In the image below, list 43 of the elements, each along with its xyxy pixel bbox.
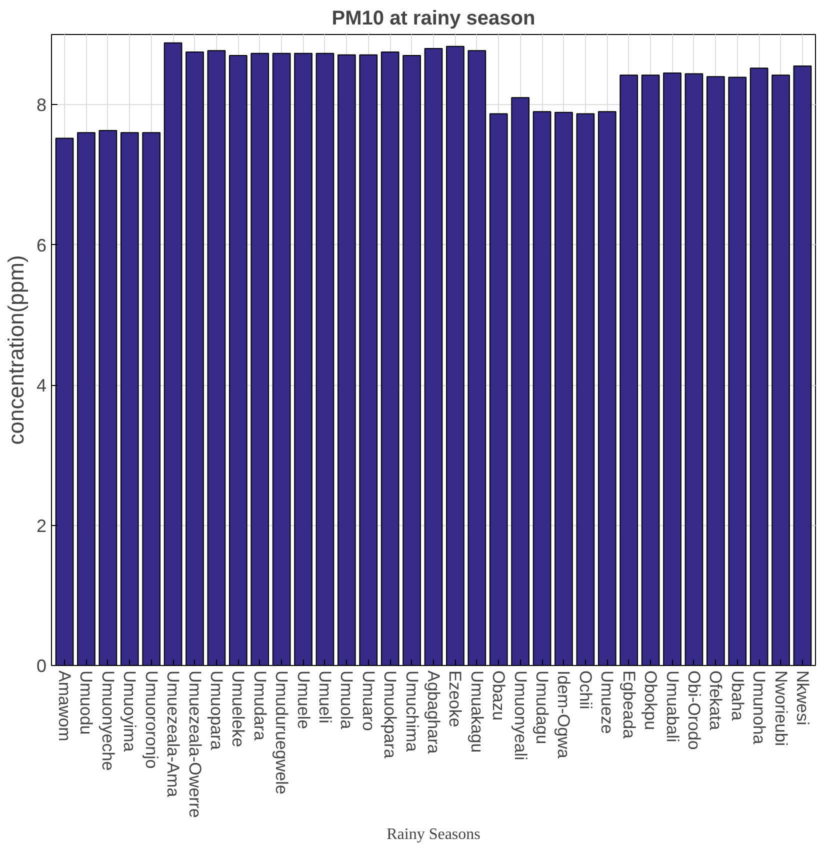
x-tick-label: Umuezeala-Owerre [185, 670, 204, 818]
x-tick-label: Umudagu [532, 670, 552, 744]
x-tick-label: Ochii [576, 670, 595, 710]
y-tick-label: 0 [36, 656, 47, 676]
x-tick-label: Nworieubi [771, 670, 790, 746]
x-tick-label: Umuele [294, 670, 313, 730]
x-tick-label: Egbeada [619, 670, 638, 740]
y-tick-label: 8 [36, 95, 47, 116]
x-tick-label: Obokpu [641, 670, 660, 730]
y-tick-label: 6 [36, 235, 47, 256]
x-tick-label: Umuakagu [467, 670, 486, 753]
chart-title: PM10 at rainy season [332, 8, 536, 30]
x-tick-label: Umuabali [662, 670, 682, 742]
x-tick-label: Umuoyima [120, 670, 140, 752]
x-tick-label: Obazu [489, 670, 508, 721]
x-tick-label: Umuduruegwele [272, 670, 292, 794]
x-tick-label: Idem-Ogwa [554, 670, 574, 759]
x-tick-label: Umueleke [228, 670, 248, 748]
x-tick-label: Umuaro [358, 670, 378, 731]
x-tick-label: Amawom [55, 670, 74, 742]
x-tick-label: Nkwesi [792, 670, 812, 726]
x-tick-label: Obi-Orodo [684, 670, 704, 750]
y-tick-label: 4 [36, 376, 47, 396]
x-tick-label: Umuola [337, 670, 356, 730]
x-tick-label: Umuopara [206, 670, 226, 750]
x-tick-label: Umuchima [402, 670, 422, 752]
x-tick-label: Umunoha [750, 670, 769, 745]
x-tick-label: Umuodu [76, 670, 96, 735]
x-tick-label: Umuokpara [380, 670, 400, 759]
y-tick-label: 2 [36, 516, 47, 536]
x-tick-label: Umuezeala-Ama [164, 670, 183, 798]
x-tick-label: Umuororonjo [142, 670, 161, 769]
x-tick-label: Umuonyeali [510, 670, 530, 760]
x-tick-label: Umueze [598, 670, 617, 734]
x-tick-label: Ezeoke [446, 670, 465, 728]
x-tick-label: Umueli [315, 670, 334, 724]
x-tick-label: Ubaha [728, 670, 747, 722]
x-axis-title: Rainy Seasons [386, 826, 480, 843]
x-tick-label: Umuonyeche [98, 670, 118, 771]
x-tick-label: Ofekata [706, 670, 726, 731]
x-tick-label: Agbaghara [424, 670, 443, 754]
x-tick-label: Umudara [250, 670, 270, 741]
y-axis-title: concentration(ppm) [3, 255, 28, 445]
